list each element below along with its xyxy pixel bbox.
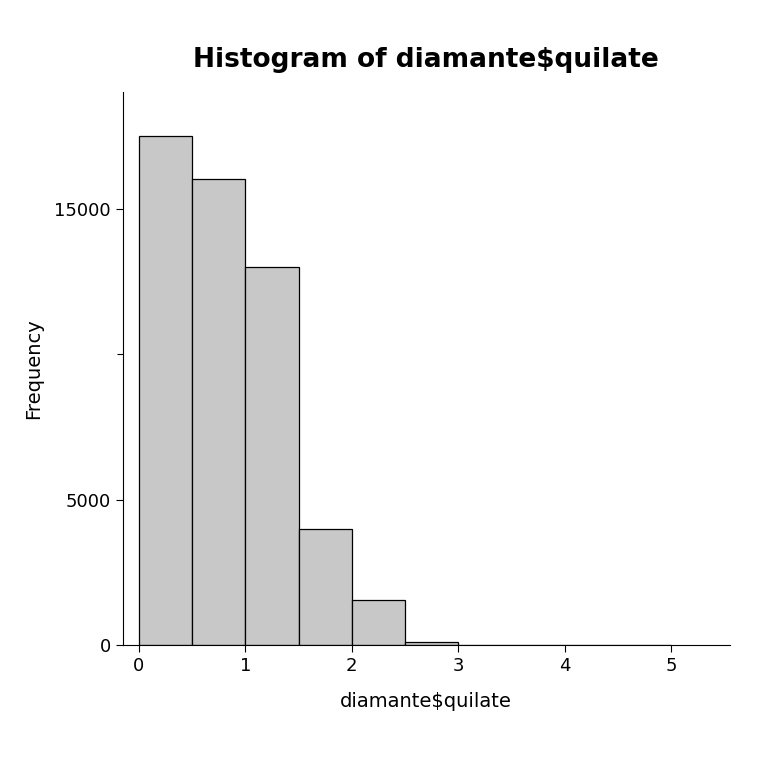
Bar bbox=[245, 266, 299, 645]
Y-axis label: Frequency: Frequency bbox=[25, 318, 43, 419]
Bar bbox=[299, 528, 352, 645]
Bar bbox=[192, 180, 245, 645]
X-axis label: diamante$quilate: diamante$quilate bbox=[340, 692, 512, 710]
Bar bbox=[139, 136, 192, 645]
Bar bbox=[352, 600, 405, 645]
Title: Histogram of diamante$quilate: Histogram of diamante$quilate bbox=[194, 47, 659, 73]
Bar bbox=[405, 641, 458, 645]
